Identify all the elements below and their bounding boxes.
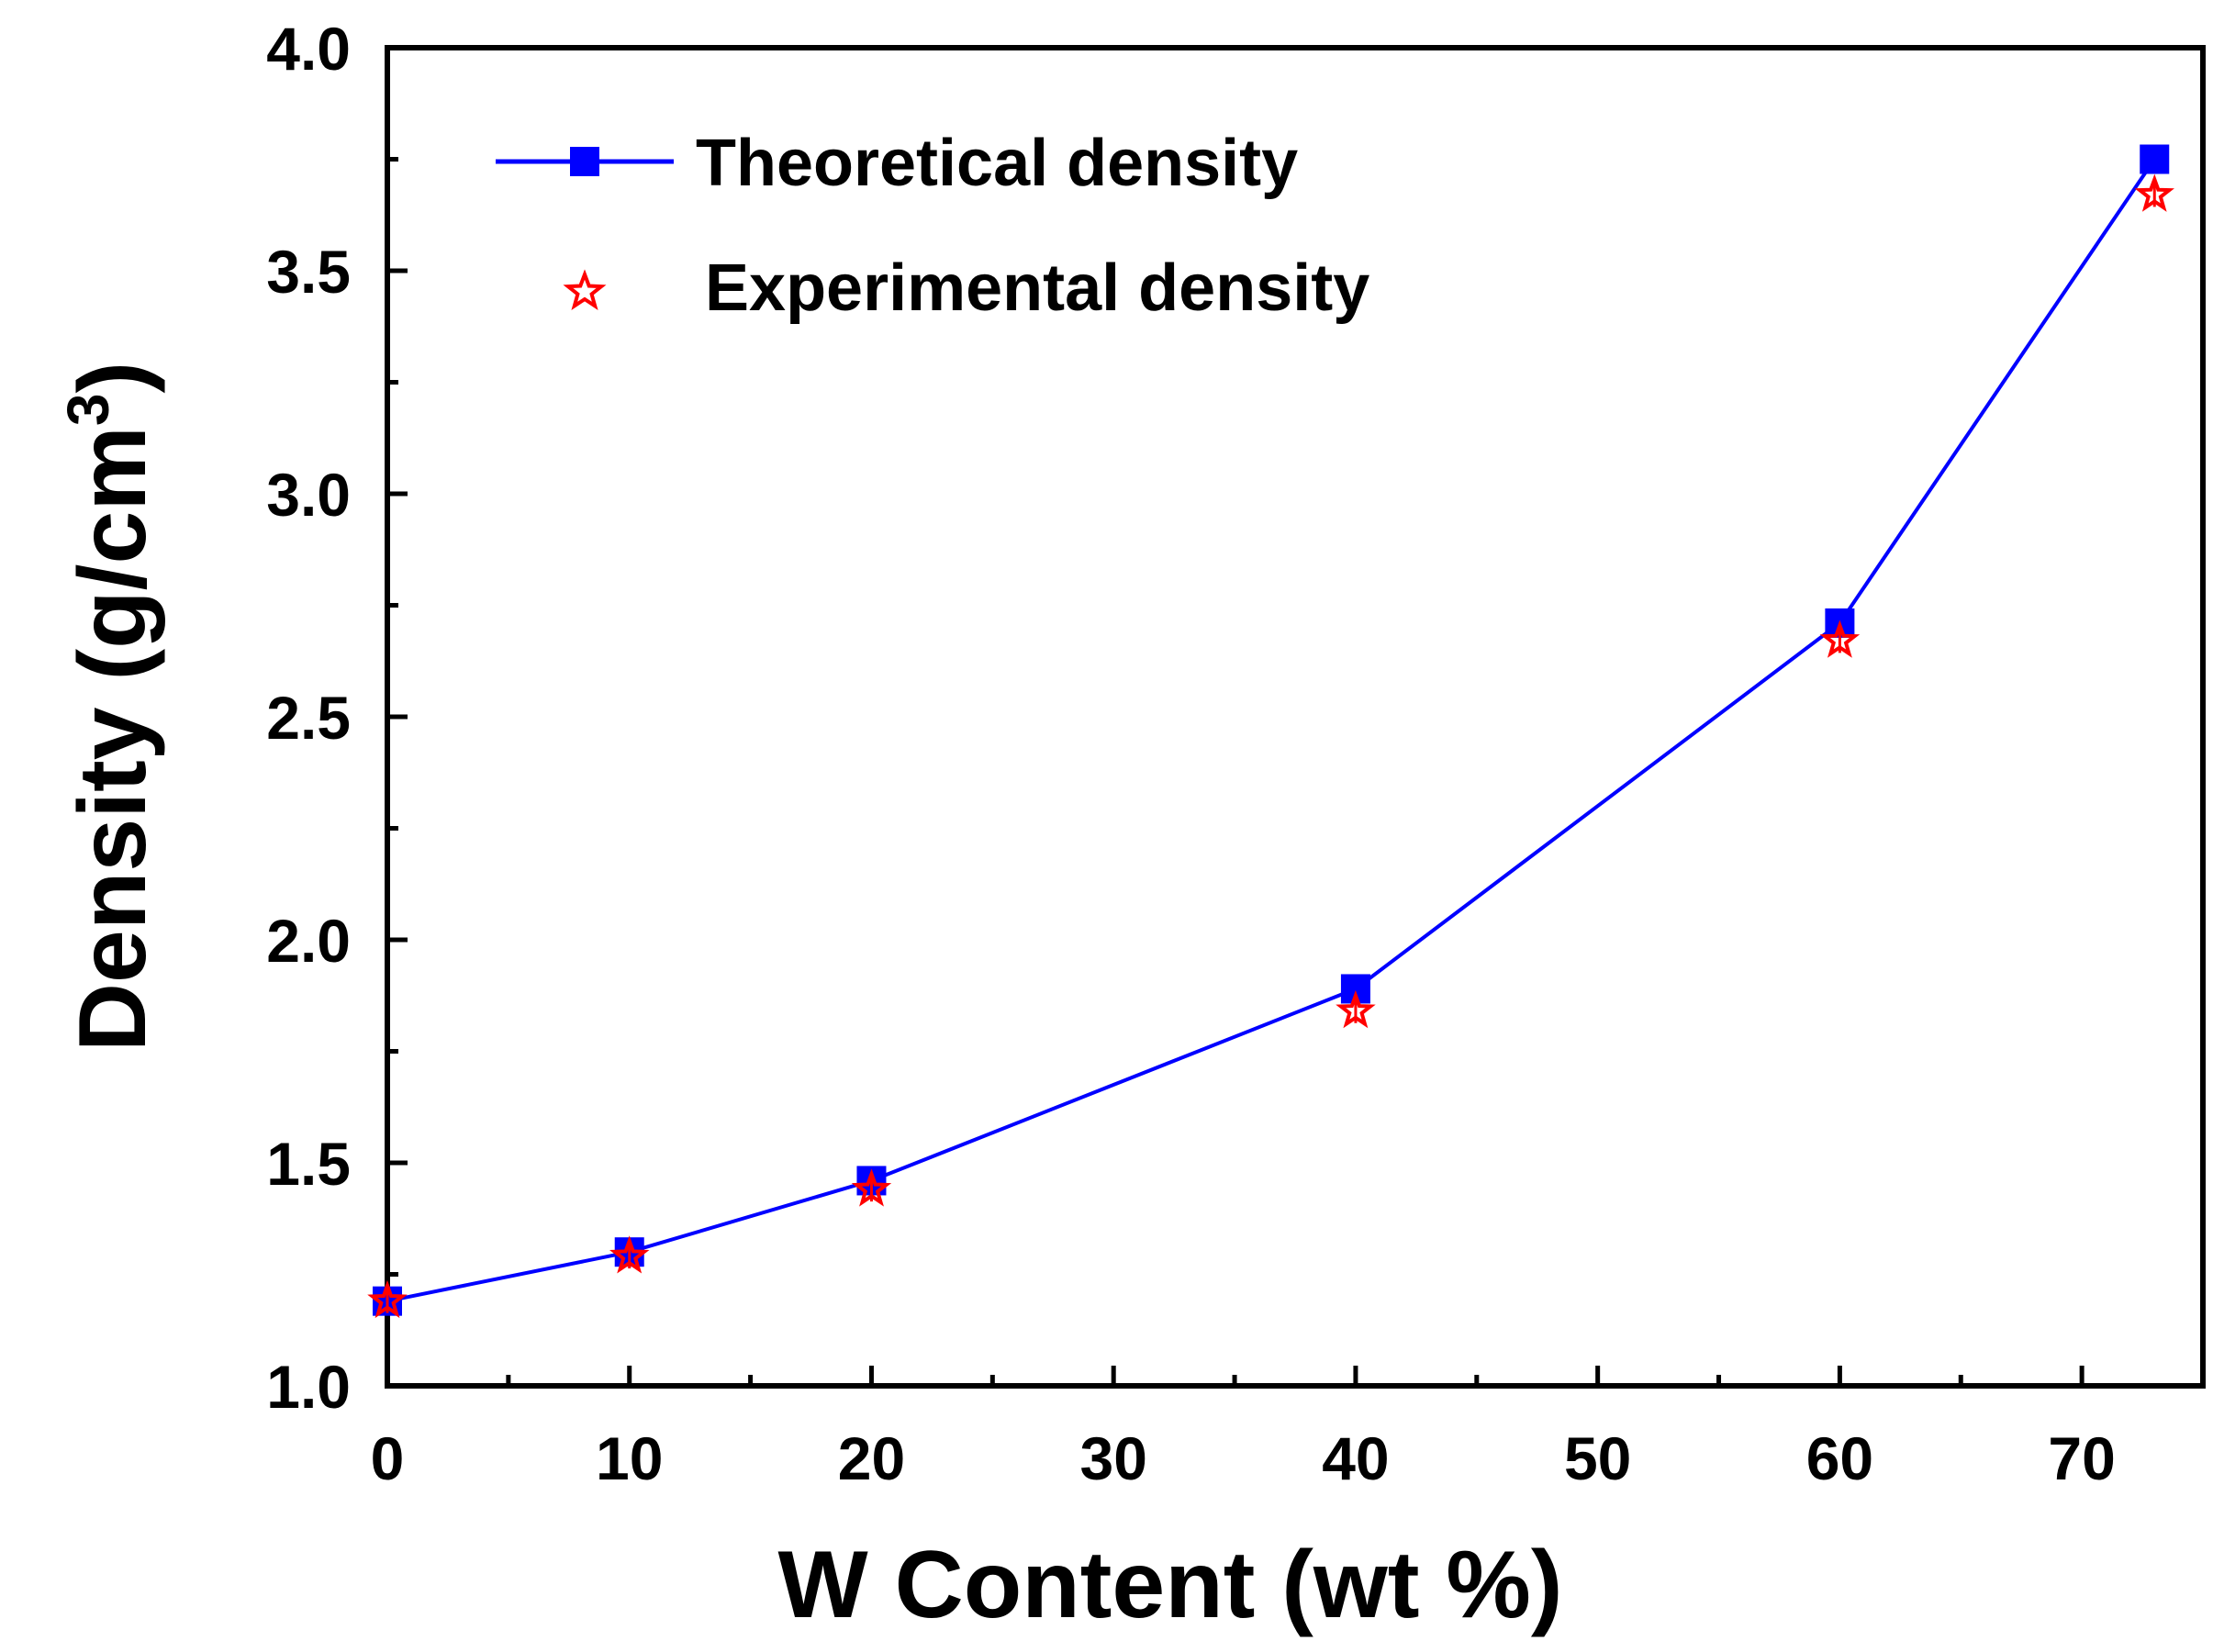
y-tick-label: 1.0: [266, 1353, 351, 1421]
y-axis-title: Density (g/cm3): [55, 362, 166, 1052]
x-axis-tick-labels: 0 10 20 30 40 50 60 70: [371, 1424, 2116, 1492]
legend-experimental-label: Experimental density: [705, 251, 1369, 325]
y-tick-label: 1.5: [266, 1130, 351, 1198]
x-tick-label: 70: [2048, 1424, 2115, 1492]
y-tick-label: 2.5: [266, 684, 351, 752]
x-tick-label: 60: [1806, 1424, 1873, 1492]
series-layer: [367, 144, 2174, 1319]
x-tick-label: 20: [838, 1424, 905, 1492]
x-tick-label: 50: [1564, 1424, 1631, 1492]
x-axis-title: W Content (wt %): [778, 1532, 1563, 1638]
y-axis-ticks: [387, 45, 408, 1389]
y-axis-title-superscript: 3: [55, 394, 121, 427]
y-tick-label: 3.0: [266, 461, 351, 529]
x-tick-label: 30: [1079, 1424, 1146, 1492]
x-tick-label: 40: [1322, 1424, 1389, 1492]
y-tick-label: 3.5: [266, 238, 351, 306]
legend-experimental-marker: [563, 269, 607, 311]
theoretical-density-line: [386, 158, 2156, 1303]
legend-theoretical-marker: [570, 147, 599, 176]
legend: Theoretical density Experimental density: [496, 127, 1369, 325]
x-axis-ticks: [385, 1366, 2206, 1386]
legend-theoretical-label: Theoretical density: [696, 127, 1298, 200]
theoretical-density-point: [2140, 144, 2170, 174]
x-tick-label: 10: [596, 1424, 663, 1492]
y-axis-tick-labels: 1.0 1.5 2.0 2.5 3.0 3.5 4.0: [266, 15, 351, 1421]
y-tick-label: 4.0: [266, 15, 351, 83]
plot-frame: [385, 45, 2206, 1389]
y-axis-title-main: Density (g/cm: [60, 426, 166, 1052]
y-axis-title-close: ): [60, 362, 166, 394]
svg-text:Density (g/cm3): Density (g/cm3): [55, 362, 166, 1052]
y-tick-label: 2.0: [266, 907, 351, 975]
x-tick-label: 0: [371, 1424, 405, 1492]
